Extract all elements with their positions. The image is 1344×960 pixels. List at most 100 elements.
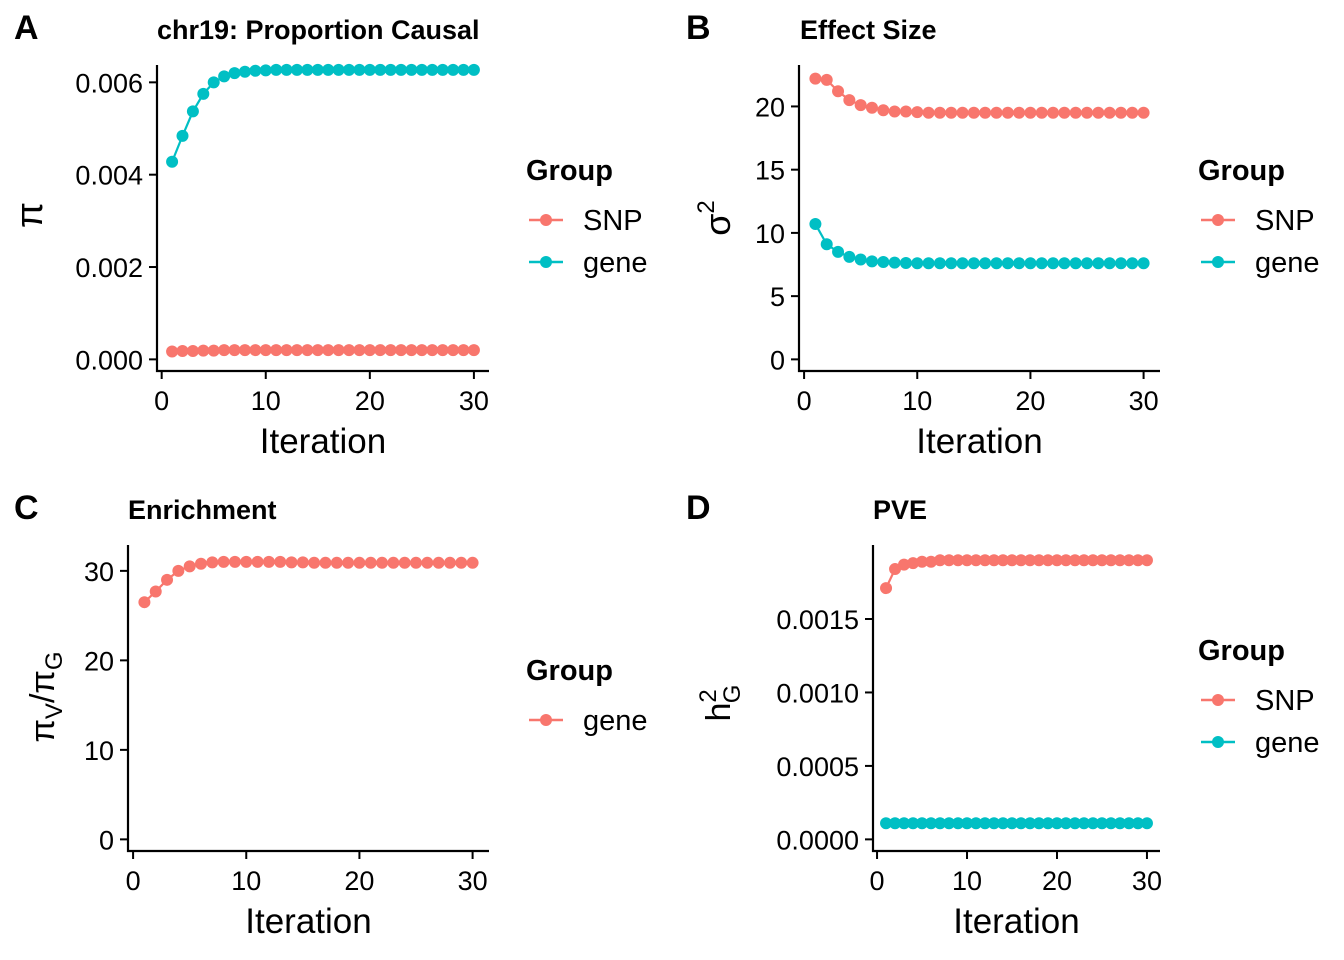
data-point (249, 64, 262, 77)
data-point (865, 101, 878, 114)
legend-key-point (540, 256, 552, 268)
data-point (353, 63, 366, 76)
data-point (820, 238, 833, 251)
legend-label: SNP (583, 205, 643, 237)
y-tick-label: 20 (755, 92, 785, 122)
data-point (1086, 817, 1099, 830)
data-point (1086, 554, 1099, 567)
data-point (1047, 257, 1060, 270)
legend-title: Group (1198, 635, 1285, 667)
data-point (1077, 554, 1090, 567)
panel-b: B Effect Size σ2 0 10 20 30 0 5 10 15 20 Iteratio… (686, 9, 1320, 461)
data-point (436, 63, 449, 76)
data-point (186, 105, 199, 118)
data-point (1092, 257, 1105, 270)
data-point (916, 817, 929, 830)
data-point (943, 554, 956, 567)
data-point (387, 556, 400, 569)
y-tick-label: 30 (84, 557, 114, 587)
legend-key-point (540, 714, 552, 726)
panel-title-d: PVE (873, 495, 927, 525)
data-point (176, 129, 189, 142)
data-point (854, 253, 867, 266)
data-point (1058, 257, 1071, 270)
data-point (1014, 817, 1027, 830)
data-point (186, 345, 199, 358)
plot-c: 0 10 20 30 0 10 20 30 Iteration Group gene (84, 545, 648, 941)
data-point (952, 554, 965, 567)
data-point (410, 556, 423, 569)
x-tick-label: 10 (902, 386, 932, 416)
data-point (457, 344, 470, 357)
data-point (925, 555, 938, 568)
y-tick-label: 15 (755, 156, 785, 186)
data-point (228, 555, 241, 568)
data-point (194, 557, 207, 570)
data-point (395, 63, 408, 76)
data-point (343, 63, 356, 76)
data-point (1140, 554, 1153, 567)
legend: Group gene (526, 655, 648, 737)
data-point (979, 106, 992, 119)
series-gene (880, 817, 1153, 830)
x-axis-title: Iteration (260, 422, 386, 461)
data-point (311, 63, 324, 76)
data-point (979, 817, 992, 830)
data-point (916, 555, 929, 568)
legend: Group SNP gene (1198, 155, 1320, 279)
data-point (956, 106, 969, 119)
data-point (1024, 106, 1037, 119)
data-point (979, 257, 992, 270)
data-point (899, 105, 912, 118)
data-point (934, 817, 947, 830)
y-tick-label: 0.0000 (776, 825, 859, 855)
data-point (809, 72, 822, 85)
data-point (877, 104, 890, 117)
data-point (925, 817, 938, 830)
series-gene (138, 555, 479, 609)
data-point (1050, 554, 1063, 567)
data-point (911, 106, 924, 119)
data-point (979, 554, 992, 567)
x-tick-label: 30 (458, 866, 488, 896)
data-point (1058, 106, 1071, 119)
series-snp (880, 554, 1153, 595)
data-point (374, 63, 387, 76)
data-point (395, 344, 408, 357)
data-point (907, 557, 920, 570)
data-point (1059, 554, 1072, 567)
x-tick-label: 0 (154, 386, 169, 416)
legend-label: gene (583, 705, 648, 737)
data-point (415, 344, 428, 357)
panel-a: A chr19: Proportion Causal π 0 10 20 30 0.00… (9, 9, 648, 461)
series-gene (166, 63, 480, 168)
data-point (296, 556, 309, 569)
data-point (217, 555, 230, 568)
panel-c: C Enrichment πV/πG 0 10 20 30 0 10 20 30 Iterati… (14, 489, 648, 941)
data-point (967, 257, 980, 270)
data-point (997, 817, 1010, 830)
legend-label: gene (583, 247, 648, 279)
data-point (1104, 554, 1117, 567)
data-point (933, 257, 946, 270)
legend-key-point (1212, 214, 1224, 226)
legend: Group SNP gene (1198, 635, 1320, 759)
legend-label: gene (1255, 727, 1320, 759)
data-point (1131, 817, 1144, 830)
legend-label: gene (1255, 247, 1320, 279)
data-point (330, 556, 343, 569)
data-point (1081, 106, 1094, 119)
data-point (1001, 257, 1014, 270)
data-point (945, 106, 958, 119)
data-point (166, 345, 179, 358)
data-point (238, 344, 251, 357)
axis-lines (126, 545, 489, 853)
data-point (1126, 106, 1139, 119)
data-point (888, 105, 901, 118)
data-point (809, 218, 822, 231)
data-point (467, 63, 480, 76)
data-point (374, 344, 387, 357)
data-point (322, 63, 335, 76)
x-tick-label: 10 (952, 866, 982, 896)
data-point (1103, 257, 1116, 270)
